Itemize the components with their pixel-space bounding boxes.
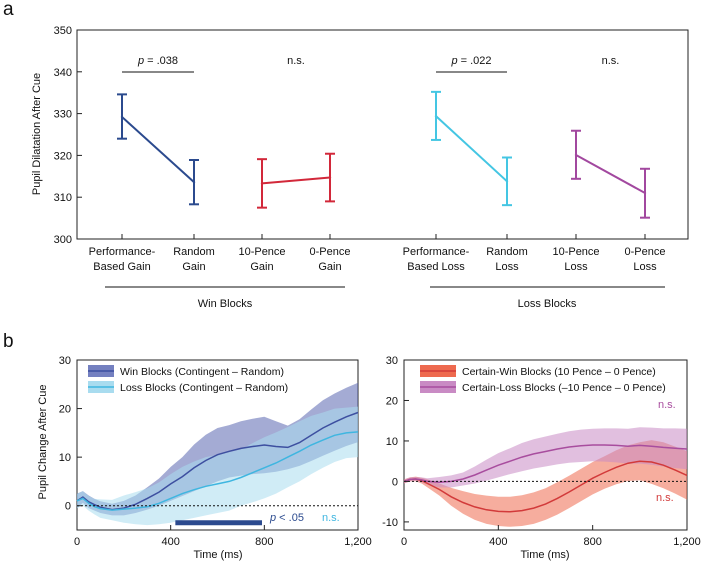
ns-annotation-certain-loss: n.s. (658, 399, 676, 411)
panel-a-category-line1: 0-Pence (625, 246, 666, 258)
mean-point (434, 114, 438, 118)
panel-a-category-line2: Loss (564, 261, 588, 273)
certain-ytick-label: 0 (392, 476, 398, 488)
panel-label-a: a (3, 0, 14, 20)
legend-label-win: Win Blocks (Contingent – Random) (120, 366, 284, 378)
panel-b-left-axes: 0 10 20 30 0 400 800 1,200 (59, 355, 372, 548)
panel-a-ytick-label: 350 (54, 25, 72, 37)
mean-point (574, 153, 578, 157)
panel-a-category-line1: Performance- (89, 246, 156, 258)
pair-mean-line (575, 154, 646, 194)
panel-b-left-ylabel: Pupil Change After Cue (37, 385, 49, 500)
p-value-label: p = .038 (137, 55, 178, 67)
panel-a-category-line2: Gain (318, 261, 341, 273)
win-loss-ytick-label: 0 (65, 501, 71, 513)
ns-annotation-loss: n.s. (322, 512, 340, 524)
win-loss-ci-band-1 (77, 406, 358, 526)
panel-a-category-line2: Loss (633, 261, 657, 273)
pair-mean-line (261, 176, 331, 185)
certain-xtick-label: 400 (489, 536, 507, 548)
panel-a-ytick-label: 320 (54, 150, 72, 162)
p-value-annotation: p < .05 (269, 512, 304, 524)
win-loss-xtick-label: 1,200 (344, 536, 372, 548)
panel-a-ytick-label: 330 (54, 109, 72, 121)
mean-point (505, 180, 509, 183)
win-loss-xtick-label: 400 (161, 536, 179, 548)
panel-a-ytick-label: 310 (54, 192, 72, 204)
panel-a-plot: p = .038 n.s. p = .022 n.s. (117, 55, 650, 219)
legend-label-loss: Loss Blocks (Contingent – Random) (120, 382, 288, 394)
certain-ytick-label: -10 (382, 517, 398, 529)
panel-label-b: b (3, 331, 14, 352)
win-loss-mean-line-0 (76, 411, 359, 511)
panel-a-ylabel: Pupil Dilatation After Cue (31, 73, 43, 195)
certain-ytick-label: 30 (386, 355, 398, 367)
legend-label-certain-loss: Certain-Loss Blocks (–10 Pence – 0 Pence… (462, 382, 666, 394)
ns-annotation-certain-win: n.s. (656, 492, 674, 504)
panel-a-x-axis: Performance- Based Gain Random Gain 10-Pence… (89, 234, 666, 273)
panel-a-category-line2: Gain (250, 261, 273, 273)
panel-a-category-line1: 10-Pence (552, 246, 599, 258)
panel-a-category-line1: Random (173, 246, 215, 258)
win-loss-ytick-label: 20 (59, 404, 71, 416)
panel-a-category-line2: Gain (182, 261, 205, 273)
win-loss-xtick-label: 0 (74, 536, 80, 548)
panel-a-frame (76, 29, 689, 240)
win-loss-xtick-label: 800 (255, 536, 273, 548)
certain-mean-line-0 (403, 460, 688, 513)
certain-ci-band-1 (404, 427, 687, 488)
certain-xtick-label: 800 (583, 536, 601, 548)
certain-xtick-label: 1,200 (673, 536, 701, 548)
legend-label-certain-win: Certain-Win Blocks (10 Pence – 0 Pence) (462, 366, 656, 378)
mean-point (328, 176, 332, 179)
panel-b-left-xlabel: Time (ms) (193, 549, 242, 561)
p-value-label: p = .022 (450, 55, 491, 67)
panel-a-category-line1: 0-Pence (310, 246, 351, 258)
ns-label: n.s. (287, 55, 305, 67)
certain-ytick-label: 20 (386, 395, 398, 407)
panel-a-category-line1: 10-Pence (238, 246, 285, 258)
panel-b-left-plot (76, 382, 359, 526)
pair-mean-line (121, 116, 195, 183)
panel-a-category-line1: Performance- (403, 246, 470, 258)
mean-point (192, 180, 196, 184)
ns-label: n.s. (602, 55, 620, 67)
panel-a-category-line2: Loss (495, 261, 519, 273)
win-loss-ytick-label: 30 (59, 355, 71, 367)
panel-a-category-line2: Based Gain (93, 261, 150, 273)
panel-a-ytick-label: 340 (54, 67, 72, 79)
panel-b-left-legend: Win Blocks (Contingent – Random) Loss Bl… (88, 365, 288, 394)
panel-b-right-legend: Certain-Win Blocks (10 Pence – 0 Pence) … (420, 365, 666, 394)
panel-b-right-xlabel: Time (ms) (520, 549, 569, 561)
loss-blocks-label: Loss Blocks (518, 298, 577, 310)
certain-ytick-label: 10 (386, 436, 398, 448)
panel-a-category-line2: Based Loss (407, 261, 465, 273)
mean-point (643, 191, 647, 195)
mean-point (120, 115, 124, 119)
certain-xtick-label: 0 (401, 536, 407, 548)
win-loss-ytick-label: 10 (59, 452, 71, 464)
certain-mean-line-1 (403, 444, 688, 483)
panel-a-category-line1: Random (486, 246, 528, 258)
pair-mean-line (435, 115, 508, 183)
win-blocks-label: Win Blocks (198, 298, 253, 310)
win-loss-ci-band-0 (77, 382, 358, 516)
win-loss-mean-line-1 (76, 431, 359, 511)
panel-a-y-axis: 300 310 320 330 340 350 (54, 25, 82, 246)
mean-point (260, 182, 264, 185)
panel-a-ytick-label: 300 (54, 234, 72, 246)
panel-b-right-plot (403, 427, 688, 527)
